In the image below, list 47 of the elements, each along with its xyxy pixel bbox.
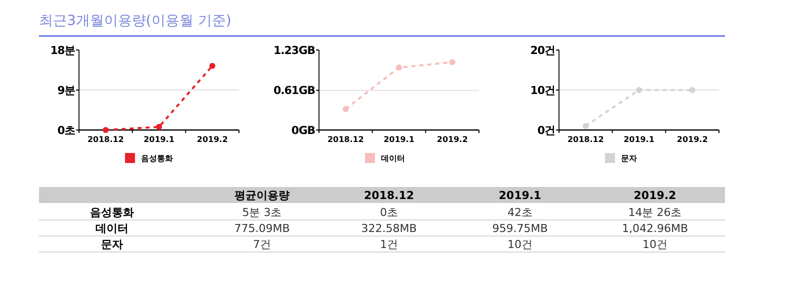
y-tick-label: 20건 <box>530 44 555 57</box>
y-tick-label: 0초 <box>57 124 76 137</box>
category-label: 데이터 <box>96 222 128 235</box>
legend-label: 음성통화 <box>141 154 173 163</box>
x-tick-label: 2019.1 <box>384 135 415 144</box>
category-label: 평균이용량 <box>234 188 290 202</box>
y-tick-label: 9분 <box>57 84 76 97</box>
text: 0초 <box>380 206 398 219</box>
point <box>396 64 402 71</box>
text: 10건 <box>642 238 668 251</box>
text: 10건 <box>508 238 532 251</box>
x-tick-label: 2018.12 <box>327 135 364 144</box>
point <box>449 59 456 66</box>
legend-label: 문자 <box>621 154 637 163</box>
text: 1,042.96MB <box>622 222 688 235</box>
text: 7건 <box>253 238 271 251</box>
category-label: 음성통화 <box>90 206 134 219</box>
text: 775.09MB <box>234 222 290 235</box>
legend-label: 데이터 <box>381 154 405 163</box>
text: 14분 26초 <box>628 206 682 219</box>
x-tick-label: 2019.2 <box>676 135 708 144</box>
x-tick-label: 2018.12 <box>87 135 124 144</box>
category-label: 2019.2 <box>634 188 676 202</box>
category-label: 2019.1 <box>498 188 542 202</box>
x-tick-label: 2019.2 <box>196 135 228 144</box>
x-tick-label: 2019.1 <box>624 135 655 144</box>
y-tick-label: 1.23GB <box>273 44 316 57</box>
x-tick-label: 2019.2 <box>436 135 468 144</box>
text: 959.75MB <box>492 222 548 235</box>
point <box>342 106 349 112</box>
point <box>102 127 109 133</box>
x-tick-label: 2019.1 <box>144 135 175 144</box>
category-label: 2018.12 <box>364 188 414 202</box>
y-tick-label: 0.61GB <box>273 84 316 98</box>
y-tick-label: 18분 <box>50 44 76 57</box>
category-label: 문자 <box>101 238 123 251</box>
text: 42초 <box>508 206 532 219</box>
point <box>209 62 216 69</box>
text: 1건 <box>380 238 398 251</box>
text: 5분 3초 <box>242 206 282 219</box>
text: 322.58MB <box>361 222 417 235</box>
y-tick-label: 10건 <box>530 84 555 97</box>
point <box>156 124 162 130</box>
x-tick-label: 2018.12 <box>567 135 604 144</box>
y-tick-label: 0건 <box>537 124 555 137</box>
y-tick-label: 0GB <box>291 124 316 137</box>
chart-title: 최근3개월이용량(이용월 기준) <box>39 12 232 29</box>
